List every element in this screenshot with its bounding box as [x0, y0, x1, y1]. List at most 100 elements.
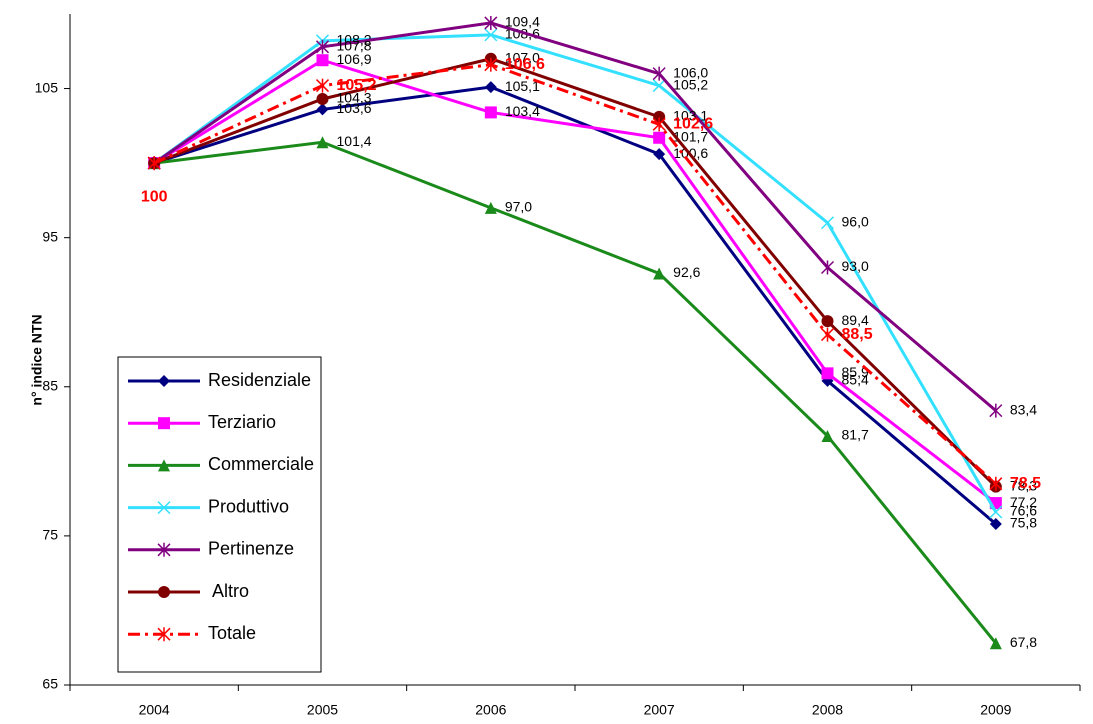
- data-label: 103,4: [505, 103, 540, 119]
- marker: [989, 476, 1003, 491]
- data-label: 76,6: [1010, 503, 1037, 519]
- data-label: 100: [141, 188, 168, 205]
- data-label: 96,0: [842, 213, 869, 229]
- data-label: 103,6: [337, 100, 372, 116]
- x-tick-label: 2004: [139, 702, 170, 718]
- y-tick-label: 95: [42, 228, 58, 244]
- legend-label: Commerciale: [208, 454, 314, 474]
- marker: [989, 637, 1002, 650]
- marker: [484, 15, 498, 30]
- marker: [989, 505, 1003, 519]
- data-label: 93,0: [842, 258, 869, 274]
- x-tick-label: 2008: [812, 702, 843, 718]
- marker: [484, 106, 497, 119]
- marker: [484, 81, 497, 94]
- data-label: 105,2: [337, 77, 377, 94]
- marker: [652, 66, 666, 81]
- data-label: 81,7: [842, 427, 869, 443]
- series-line: [153, 140, 997, 645]
- marker: [316, 103, 329, 116]
- marker: [157, 542, 171, 557]
- data-label: 67,8: [1010, 634, 1037, 650]
- data-label: 88,5: [842, 326, 873, 343]
- marker: [652, 117, 666, 132]
- data-label: 83,4: [1010, 401, 1037, 417]
- y-tick-label: 75: [42, 527, 58, 543]
- series-line: [153, 57, 997, 488]
- marker: [484, 57, 498, 72]
- legend-label: Altro: [208, 581, 249, 601]
- legend-label: Pertinenze: [208, 539, 294, 559]
- data-label: 106,0: [673, 64, 708, 80]
- marker: [315, 39, 330, 54]
- legend-label: Residenziale: [208, 370, 311, 390]
- data-label: 85,9: [842, 364, 869, 380]
- marker: [158, 417, 170, 430]
- data-label: 101,4: [337, 133, 372, 149]
- series-line: [153, 58, 997, 505]
- x-tick-label: 2005: [307, 702, 338, 718]
- data-label: 103,1: [673, 108, 708, 124]
- data-label: 92,6: [673, 264, 700, 280]
- marker: [157, 627, 171, 642]
- marker: [821, 315, 834, 328]
- marker: [316, 136, 329, 149]
- marker: [484, 28, 498, 42]
- marker: [147, 156, 161, 171]
- marker: [158, 586, 170, 598]
- marker: [158, 375, 170, 387]
- marker: [989, 403, 1003, 418]
- marker: [316, 54, 329, 67]
- data-label: 97,0: [505, 199, 532, 215]
- data-label: 106,9: [337, 51, 372, 67]
- marker: [158, 459, 170, 472]
- data-label: 107,0: [505, 49, 540, 65]
- data-label: 104,3: [337, 90, 372, 106]
- legend-box: [117, 356, 322, 673]
- series-line: [153, 33, 998, 513]
- legend-label: Produttivo: [208, 496, 289, 516]
- legend: Residenziale Terziario Commerciale Produtti…: [117, 356, 322, 673]
- marker: [653, 110, 666, 123]
- data-label: 102,6: [673, 116, 713, 133]
- marker: [484, 201, 497, 214]
- y-tick-label: 105: [35, 79, 59, 95]
- marker: [315, 78, 330, 93]
- legend-label: Terziario: [208, 412, 276, 432]
- marker: [820, 327, 835, 342]
- data-label: 101,7: [673, 128, 708, 144]
- data-label: 105,1: [505, 78, 540, 94]
- data-label: 75,8: [1010, 515, 1037, 531]
- data-label: 78,3: [1010, 477, 1037, 493]
- series-line: [153, 85, 997, 526]
- data-label: 105,2: [673, 76, 708, 92]
- data-label: 85,4: [842, 372, 869, 388]
- y-axis-label: n° indice NTN: [29, 314, 45, 405]
- data-label: 77,2: [1010, 494, 1037, 510]
- marker: [821, 367, 834, 380]
- marker: [157, 501, 171, 515]
- y-tick-label: 65: [42, 676, 58, 692]
- x-tick-label: 2006: [475, 702, 506, 718]
- data-label: 100,6: [673, 145, 708, 161]
- marker: [989, 517, 1002, 530]
- marker: [316, 92, 329, 105]
- marker: [653, 267, 666, 280]
- x-tick-label: 2007: [644, 702, 675, 718]
- data-label: 78,5: [1010, 475, 1041, 492]
- marker: [821, 429, 834, 442]
- data-label: 89,4: [842, 312, 869, 328]
- marker: [653, 148, 666, 161]
- data-label: 106,6: [505, 56, 545, 73]
- series-line: [153, 21, 997, 412]
- legend-label: Totale: [208, 623, 256, 643]
- series-line: [153, 63, 997, 485]
- marker: [653, 131, 666, 144]
- data-label: 107,8: [337, 38, 372, 54]
- marker: [820, 216, 835, 230]
- x-tick-label: 2009: [980, 702, 1011, 718]
- marker: [820, 260, 835, 275]
- y-tick-label: 85: [42, 377, 58, 393]
- marker: [652, 79, 666, 93]
